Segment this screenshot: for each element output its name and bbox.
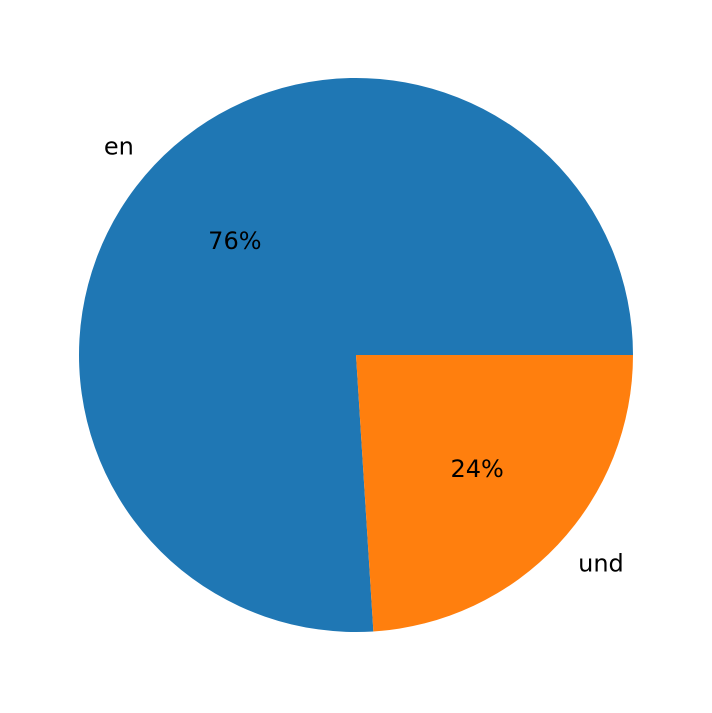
pie-slice-und	[356, 355, 633, 632]
slice-label-und: und	[578, 550, 624, 578]
percent-label-und: 24%	[450, 455, 503, 483]
percent-label-en: 76%	[208, 227, 261, 255]
slice-label-en: en	[104, 132, 134, 160]
